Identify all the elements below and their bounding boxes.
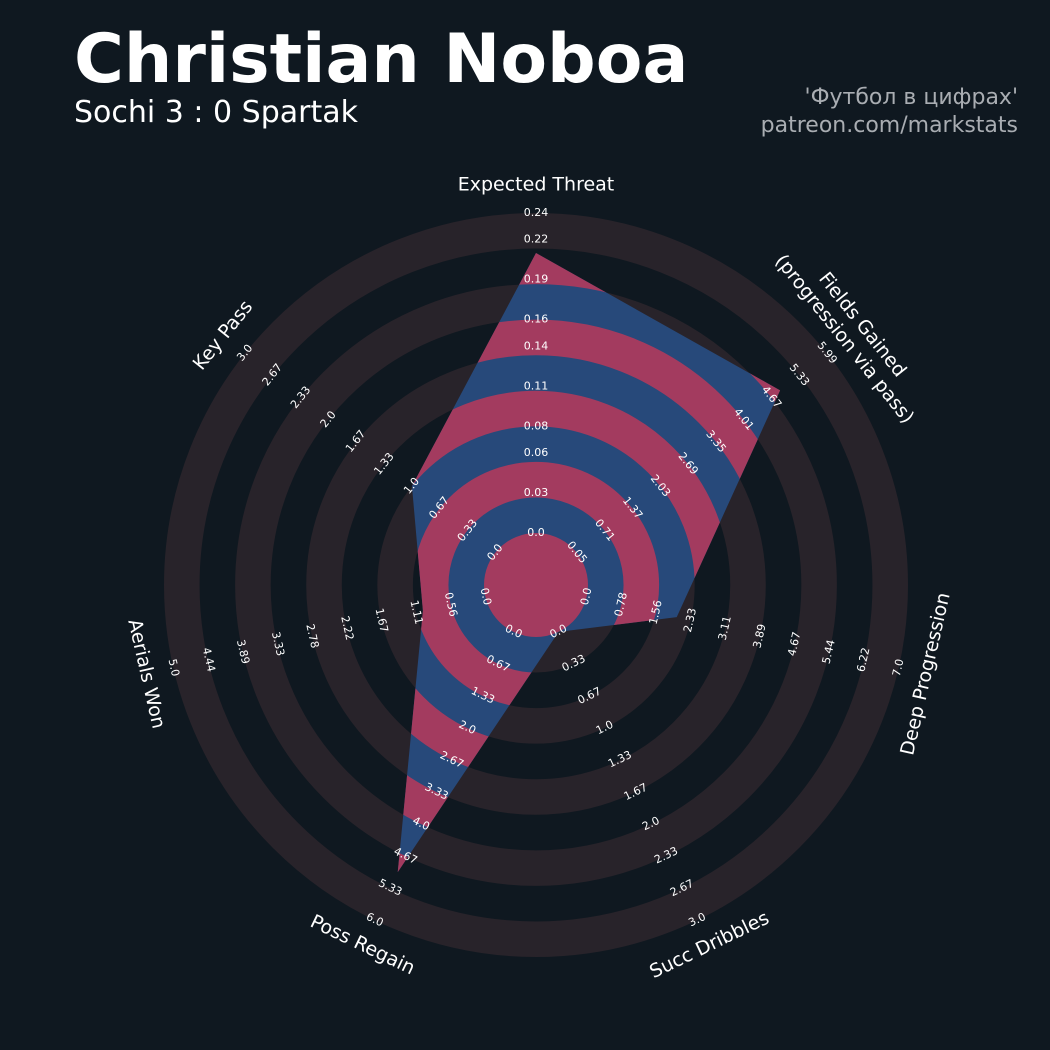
tick-label: 5.0 xyxy=(166,658,183,678)
tick-label: 0.16 xyxy=(524,313,549,326)
tick-label: 2.78 xyxy=(303,623,321,650)
tick-label: 3.89 xyxy=(751,623,769,650)
tick-label: 3.33 xyxy=(269,630,287,657)
credit: 'Футбол в цифрах' xyxy=(805,85,1018,110)
credit: patreon.com/markstats xyxy=(761,113,1018,138)
tick-label: 3.11 xyxy=(716,615,734,642)
tick-label: 3.89 xyxy=(234,638,252,665)
tick-label: 0.56 xyxy=(442,591,460,618)
param-label: Expected Threat xyxy=(458,174,615,196)
tick-label: 0.0 xyxy=(478,586,495,606)
tick-label: 1.56 xyxy=(647,599,665,626)
tick-label: 0.14 xyxy=(524,339,549,352)
tick-label: 0.22 xyxy=(524,233,549,246)
tick-label: 0.06 xyxy=(524,446,549,459)
tick-label: 0.08 xyxy=(524,419,549,432)
tick-label: 4.44 xyxy=(200,646,218,673)
tick-label: 0.0 xyxy=(578,586,595,606)
tick-label: 6.22 xyxy=(854,646,872,673)
tick-label: 2.22 xyxy=(338,615,356,642)
tick-label: 2.33 xyxy=(681,607,699,634)
tick-label: 0.0 xyxy=(527,526,545,539)
tick-label: 0.19 xyxy=(524,273,549,286)
chart-title: Christian Noboa xyxy=(74,20,688,99)
chart-subtitle: Sochi 3 : 0 Spartak xyxy=(74,95,359,130)
tick-label: 0.24 xyxy=(524,206,549,219)
tick-label: 5.44 xyxy=(820,638,838,665)
tick-label: 7.0 xyxy=(890,658,907,678)
tick-label: 0.78 xyxy=(612,591,630,618)
tick-label: 1.67 xyxy=(373,607,391,634)
tick-label: 0.03 xyxy=(524,486,549,499)
tick-label: 4.67 xyxy=(785,631,803,658)
tick-label: 0.11 xyxy=(524,379,549,392)
background-ring xyxy=(163,212,909,958)
polygon-ring xyxy=(397,253,781,873)
polygon-ring xyxy=(484,533,588,637)
tick-label: 1.11 xyxy=(407,599,425,626)
